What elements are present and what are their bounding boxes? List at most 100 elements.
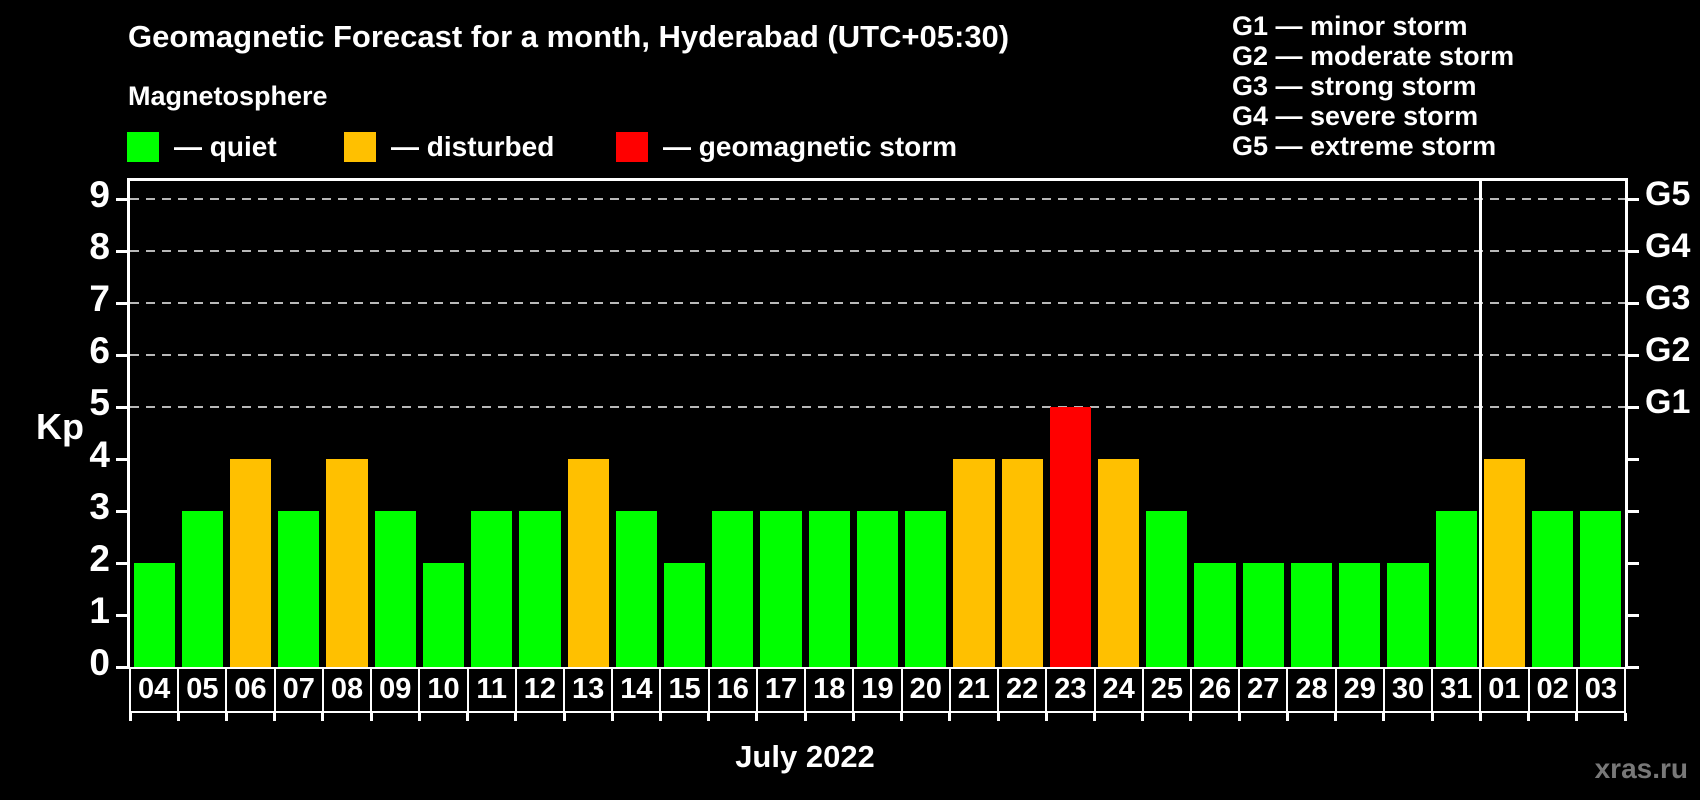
x-label-day-16: 16 <box>707 667 758 713</box>
bar-day-16 <box>712 511 754 667</box>
x-axis-title: July 2022 <box>735 739 875 774</box>
x-tick-0 <box>128 713 132 721</box>
bar-day-09 <box>374 511 416 667</box>
right-axis-label-g2: G2 <box>1645 331 1691 369</box>
x-tick-8 <box>514 713 518 721</box>
legend-item-disturbed: — disturbed <box>344 131 554 163</box>
x-label-day-26: 26 <box>1189 667 1241 713</box>
y-tick-left-2 <box>116 561 130 565</box>
x-tick-30 <box>1575 713 1579 721</box>
x-label-day-07: 07 <box>273 667 324 713</box>
y-axis-label-9: 9 <box>89 174 110 215</box>
x-tick-11 <box>658 713 662 721</box>
x-label-day-13: 13 <box>563 667 614 713</box>
x-label-day-31: 31 <box>1431 667 1482 713</box>
legend-g1-minor: G1 — minor storm <box>1232 11 1468 41</box>
y-axis-label-0: 0 <box>89 642 110 683</box>
right-axis-label-g3: G3 <box>1645 279 1691 317</box>
y-axis-label-8: 8 <box>89 226 110 267</box>
x-tick-5 <box>369 713 373 721</box>
storm-scale-legend: G1 — minor storm G2 — moderate storm G3 … <box>1232 11 1514 161</box>
legend-g2-moderate: G2 — moderate storm <box>1232 41 1515 71</box>
legend-item-quiet: — quiet <box>127 131 277 163</box>
bar-day-07 <box>278 511 320 667</box>
y-axis-label-5: 5 <box>89 382 110 423</box>
x-tick-18 <box>996 713 1000 721</box>
quiet-color-swatch <box>127 132 159 162</box>
bar-day-30 <box>1387 563 1429 667</box>
bar-day-18 <box>808 511 850 667</box>
x-label-day-20: 20 <box>900 667 951 713</box>
bar-day-03 <box>1580 511 1622 667</box>
x-label-day-05: 05 <box>177 667 228 713</box>
x-tick-15 <box>851 713 855 721</box>
y-axis-label-7: 7 <box>89 278 110 319</box>
x-label-day-28: 28 <box>1286 667 1337 713</box>
bar-day-21 <box>953 459 995 667</box>
y-tick-right-6 <box>1625 353 1639 357</box>
right-axis-label-g4: G4 <box>1645 227 1691 265</box>
x-tick-19 <box>1044 713 1048 721</box>
bar-day-31 <box>1435 511 1477 667</box>
x-tick-26 <box>1382 713 1386 721</box>
y-tick-right-4 <box>1625 457 1639 461</box>
magnetosphere-subtitle: Magnetosphere <box>128 81 328 111</box>
x-label-day-03: 03 <box>1575 667 1626 713</box>
plot-area <box>127 178 1628 667</box>
x-tick-2 <box>224 713 228 721</box>
bar-day-13 <box>567 459 609 667</box>
x-tick-31 <box>1623 713 1627 721</box>
legend-label-storm: — geomagnetic storm <box>663 131 958 162</box>
bar-day-23 <box>1049 407 1091 667</box>
x-tick-4 <box>321 713 325 721</box>
x-label-day-18: 18 <box>804 667 855 713</box>
bar-day-08 <box>326 459 368 667</box>
y-axis-label-3: 3 <box>89 486 110 527</box>
bar-day-25 <box>1146 511 1188 667</box>
x-tick-12 <box>707 713 711 721</box>
bar-day-19 <box>856 511 899 667</box>
x-label-day-06: 06 <box>225 667 276 713</box>
bar-day-17 <box>760 511 802 667</box>
legend-g5-extreme: G5 — extreme storm <box>1232 131 1497 161</box>
gridline-kp-9 <box>130 198 1625 200</box>
disturbed-color-swatch <box>344 132 376 162</box>
y-tick-left-4 <box>116 457 130 461</box>
bar-day-27 <box>1242 563 1284 667</box>
x-tick-13 <box>755 713 759 721</box>
y-tick-left-6 <box>116 353 130 357</box>
y-axis-label-6: 6 <box>89 330 110 371</box>
bar-day-28 <box>1290 563 1333 667</box>
x-label-day-14: 14 <box>611 667 662 713</box>
x-tick-17 <box>948 713 952 721</box>
bar-day-04 <box>133 563 175 667</box>
y-tick-right-1 <box>1625 613 1639 617</box>
x-tick-23 <box>1237 713 1241 721</box>
y-axis-label-2: 2 <box>89 538 110 579</box>
gridline-kp-8 <box>130 250 1625 252</box>
x-tick-21 <box>1141 713 1145 721</box>
y-tick-left-8 <box>116 249 130 253</box>
x-tick-3 <box>273 713 277 721</box>
bar-day-15 <box>663 563 706 667</box>
y-tick-left-3 <box>116 509 130 513</box>
x-label-day-15: 15 <box>659 667 710 713</box>
x-label-day-11: 11 <box>466 667 517 713</box>
x-tick-7 <box>466 713 470 721</box>
x-label-day-04: 04 <box>129 667 180 713</box>
x-tick-24 <box>1285 713 1289 721</box>
y-tick-right-9 <box>1625 197 1639 201</box>
x-label-day-25: 25 <box>1141 667 1192 713</box>
x-label-day-21: 21 <box>948 667 1000 713</box>
y-tick-right-7 <box>1625 301 1639 305</box>
right-axis-label-g1: G1 <box>1645 383 1691 421</box>
storm-color-swatch <box>616 132 648 162</box>
y-tick-left-1 <box>116 613 130 617</box>
bar-day-22 <box>1001 459 1043 667</box>
x-label-day-02: 02 <box>1527 667 1578 713</box>
gridline-kp-5 <box>130 406 1625 408</box>
bar-day-10 <box>422 563 465 667</box>
bar-day-24 <box>1098 459 1140 667</box>
y-tick-right-0 <box>1625 665 1639 669</box>
